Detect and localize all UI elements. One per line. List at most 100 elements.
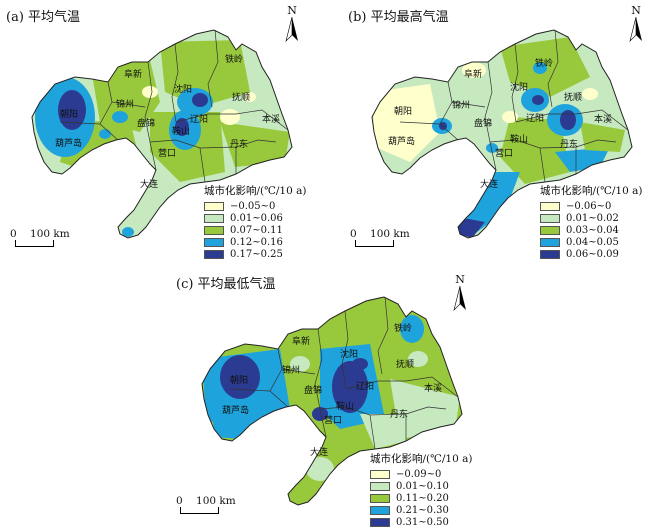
city-label: 阜新	[464, 68, 482, 80]
legend-swatch	[370, 469, 390, 479]
legend-swatch	[540, 201, 560, 211]
city-label: 盘锦	[474, 117, 492, 129]
city-label: 本溪	[594, 113, 612, 125]
city-label: 本溪	[424, 382, 442, 394]
legend-swatch	[204, 213, 224, 223]
panel-b-title: (b) 平均最高气温	[348, 10, 449, 25]
legend-swatch	[540, 249, 560, 259]
city-label: 朝阳	[60, 109, 78, 120]
legend-row: 0.03~0.04	[540, 224, 642, 236]
panel-b: (b) 平均最高气温	[340, 0, 650, 260]
north-arrow-icon	[629, 16, 642, 42]
legend-title: 城市化影响/(℃/10 a)	[204, 185, 307, 197]
scale-line-c	[180, 507, 219, 514]
city-label: 朝阳	[230, 375, 248, 386]
north-arrow-c: N	[452, 273, 468, 315]
scale-bar-a: 0 100 km	[10, 228, 70, 240]
legend-row: 0.12~0.16	[204, 236, 306, 248]
north-arrow-a: N	[284, 4, 300, 46]
city-label: 铁岭	[535, 57, 553, 69]
city-label: 沈阳	[340, 348, 358, 360]
city-label: 本溪	[262, 113, 280, 125]
legend-row: 0.04~0.05	[540, 236, 642, 248]
legend-swatch	[370, 517, 390, 527]
city-label: 铁岭	[225, 53, 243, 65]
city-label: 营口	[324, 414, 342, 426]
city-label: 葫芦岛	[388, 135, 415, 147]
city-label: 铁岭	[394, 322, 412, 334]
city-label: 阜新	[124, 68, 142, 80]
city-label: 辽阳	[526, 113, 544, 124]
north-arrow-b: N	[628, 4, 644, 46]
map-c: 阜新 铁岭 沈阳 朝阳 锦州 盘锦 鞍山 辽阳 抚顺 本溪 葫芦岛 营口 丹东 …	[201, 296, 463, 506]
legend-swatch	[370, 493, 390, 503]
city-label: 大连	[140, 178, 158, 190]
map-a: 阜新 铁岭 沈阳 朝阳 锦州 盘锦 鞍山 辽阳 抚顺 本溪 葫芦岛 营口 丹东 …	[31, 29, 293, 239]
legend-swatch	[540, 237, 560, 247]
legend-swatch	[540, 225, 560, 235]
legend-title: 城市化影响/(℃/10 a)	[370, 453, 473, 465]
city-label: 丹东	[390, 408, 408, 420]
panel-c: (c) 平均最低气温	[170, 265, 500, 528]
panel-a: (a) 平均气温	[0, 0, 330, 260]
city-label: 大连	[310, 446, 328, 458]
legend-row: 0.01~0.02	[540, 212, 642, 224]
legend-swatch	[204, 237, 224, 247]
legend-row: 0.31~0.50	[370, 516, 472, 528]
legend-c: 城市化影响/(℃/10 a) −0.09~0 0.01~0.10 0.11~0.…	[370, 451, 472, 528]
north-arrow-icon	[285, 16, 298, 42]
city-label: 营口	[158, 147, 176, 159]
city-label: 丹东	[560, 138, 578, 150]
city-label: 锦州	[116, 98, 134, 110]
city-label: 沈阳	[174, 83, 192, 95]
city-label: 葫芦岛	[55, 137, 82, 149]
legend-row: 0.01~0.10	[370, 480, 472, 492]
panel-a-title: (a) 平均气温	[6, 10, 81, 25]
city-label: 大连	[480, 178, 498, 190]
legend-title: 城市化影响/(℃/10 a)	[540, 185, 643, 197]
legend-row: 0.21~0.30	[370, 504, 472, 516]
legend-row: 0.17~0.25	[204, 248, 306, 260]
legend-row: −0.09~0	[370, 468, 472, 480]
city-labels-b: 阜新 铁岭 沈阳 朝阳 锦州 盘锦 鞍山 辽阳 抚顺 本溪 葫芦岛 营口 丹东 …	[388, 57, 612, 190]
legend-swatch	[370, 481, 390, 491]
scale-line-b	[355, 240, 394, 247]
city-label: 抚顺	[396, 358, 414, 370]
city-label: 葫芦岛	[222, 404, 249, 416]
scale-bar-b: 0 100 km	[350, 228, 410, 240]
legend-row: 0.01~0.06	[204, 212, 306, 224]
city-label: 辽阳	[190, 114, 208, 125]
city-label: 盘锦	[304, 384, 322, 396]
legend-swatch	[540, 213, 560, 223]
city-labels-a: 阜新 铁岭 沈阳 朝阳 锦州 盘锦 鞍山 辽阳 抚顺 本溪 葫芦岛 营口 丹东 …	[55, 53, 280, 190]
legend-swatch	[204, 225, 224, 235]
legend-row: 0.06~0.09	[540, 248, 642, 260]
legend-swatch	[204, 201, 224, 211]
city-label: 辽阳	[356, 381, 374, 392]
city-label: 鞍山	[510, 133, 528, 145]
city-label: 盘锦	[137, 117, 155, 129]
city-label: 抚顺	[232, 91, 250, 103]
legend-row: −0.06~0	[540, 200, 642, 212]
city-label: 鞍山	[172, 125, 190, 137]
legend-b: 城市化影响/(℃/10 a) −0.06~0 0.01~0.02 0.03~0.…	[540, 183, 642, 260]
legend-row: 0.07~0.11	[204, 224, 306, 236]
legend-row: 0.11~0.20	[370, 492, 472, 504]
legend-a: 城市化影响/(℃/10 a) −0.05~0 0.01~0.06 0.07~0.…	[204, 183, 306, 260]
city-label: 鞍山	[336, 400, 354, 412]
scale-bar-c: 0 100 km	[176, 495, 236, 507]
city-label: 锦州	[282, 364, 300, 376]
map-b: 阜新 铁岭 沈阳 朝阳 锦州 盘锦 鞍山 辽阳 抚顺 本溪 葫芦岛 营口 丹东 …	[371, 29, 633, 239]
city-label: 丹东	[230, 138, 248, 150]
city-label: 阜新	[292, 335, 310, 347]
city-labels-c: 阜新 铁岭 沈阳 朝阳 锦州 盘锦 鞍山 辽阳 抚顺 本溪 葫芦岛 营口 丹东 …	[222, 322, 442, 458]
legend-swatch	[204, 249, 224, 259]
north-arrow-icon	[453, 285, 466, 311]
panel-c-title: (c) 平均最低气温	[176, 277, 276, 292]
city-label: 锦州	[452, 99, 470, 111]
legend-swatch	[370, 505, 390, 515]
scale-line-a	[15, 240, 54, 247]
city-label: 抚顺	[564, 91, 582, 103]
legend-row: −0.05~0	[204, 200, 306, 212]
city-label: 沈阳	[510, 81, 528, 93]
